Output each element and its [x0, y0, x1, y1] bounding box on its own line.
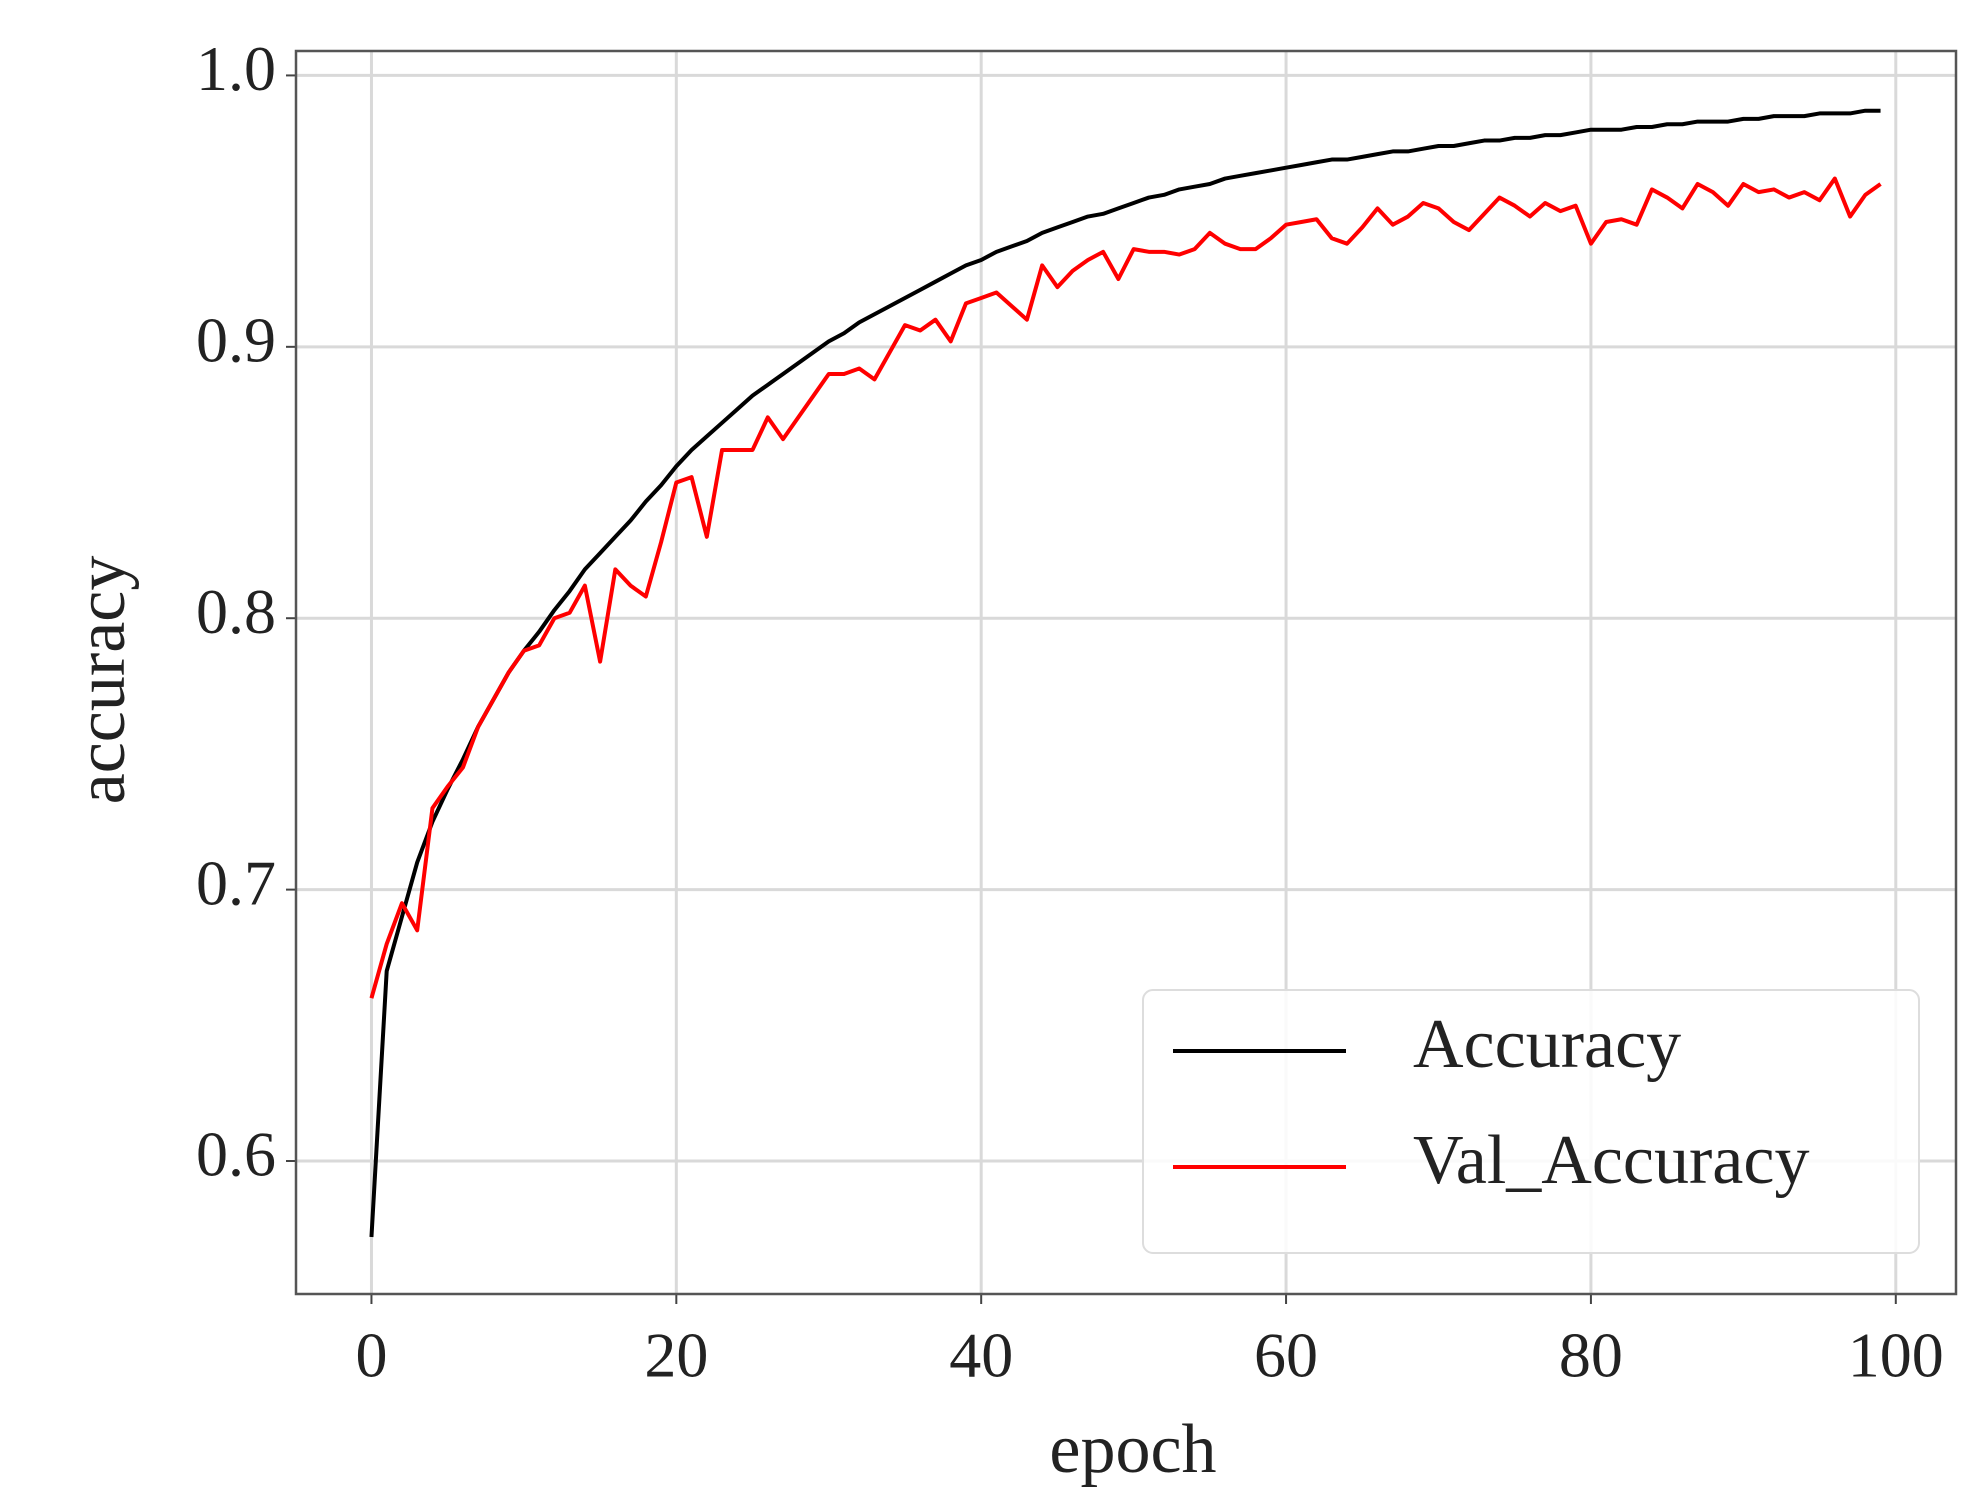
x-tick-label: 0: [355, 1320, 387, 1391]
x-tick-label: 100: [1848, 1320, 1944, 1391]
plot-frame: [294, 49, 1958, 1296]
y-tick-label: 1.0: [196, 33, 276, 104]
y-tick-label: 0.7: [196, 847, 276, 918]
legend-label: Accuracy: [1413, 1006, 1681, 1083]
series-line: [369, 176, 1882, 999]
y-tick-label: 0.6: [196, 1119, 276, 1190]
y-axis-label: accuracy: [63, 556, 140, 805]
y-tick-label: 0.8: [196, 576, 276, 647]
legend-label: Val_Accuracy: [1413, 1122, 1809, 1199]
series-line: [369, 108, 1881, 1238]
legend-box: [1142, 989, 1920, 1254]
x-tick-label: 20: [644, 1320, 708, 1391]
x-axis-label: epoch: [1049, 1411, 1216, 1488]
x-tick-label: 40: [949, 1320, 1013, 1391]
x-tick-label: 80: [1559, 1320, 1623, 1391]
y-tick-label: 0.9: [196, 305, 276, 376]
x-tick-label: 60: [1254, 1320, 1318, 1391]
